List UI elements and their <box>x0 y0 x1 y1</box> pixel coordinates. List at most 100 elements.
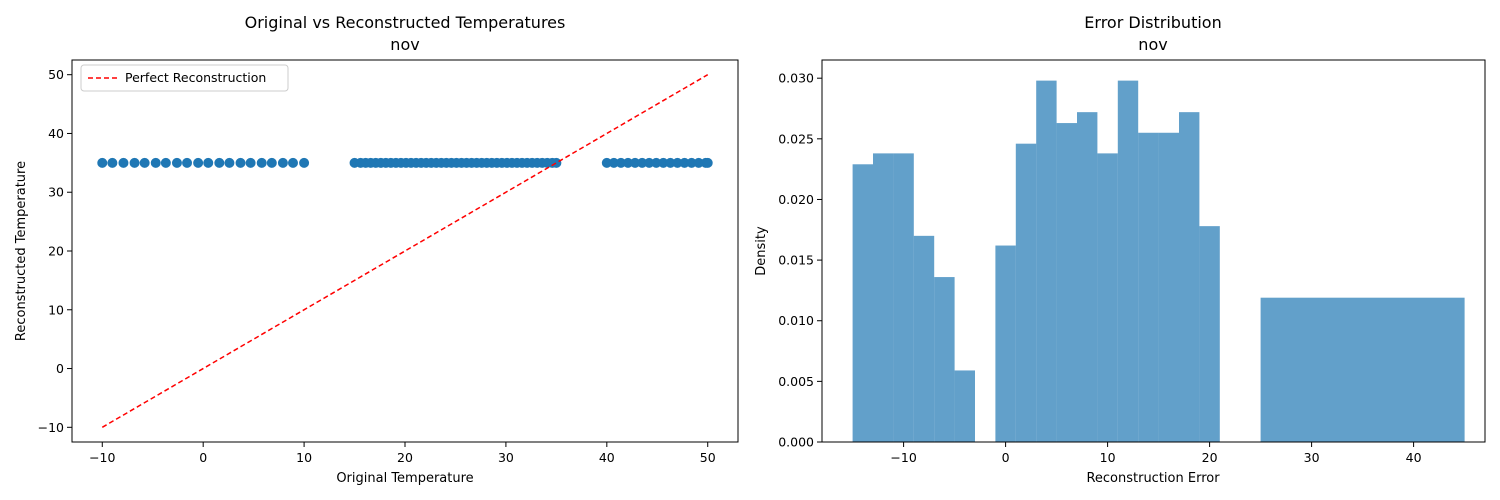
scatter-point <box>277 157 288 168</box>
histogram-bar <box>954 370 975 442</box>
x-tick-label: 10 <box>1100 450 1116 465</box>
scatter-plot-area <box>97 74 713 428</box>
y-tick-label: 0.015 <box>778 253 814 268</box>
x-tick-label: 50 <box>700 450 716 465</box>
histogram-subtitle: nov <box>1138 35 1167 54</box>
scatter-y-label: Reconstructed Temperature <box>14 161 29 341</box>
histogram-bar <box>1097 153 1118 442</box>
scatter-point <box>193 157 204 168</box>
y-tick-label: 0.000 <box>778 435 814 450</box>
x-tick-label: 10 <box>296 450 312 465</box>
y-tick-label: 40 <box>48 126 64 141</box>
scatter-point <box>203 157 214 168</box>
scatter-point <box>107 157 118 168</box>
scatter-point <box>665 157 676 168</box>
legend-box <box>80 64 289 92</box>
histogram-bar <box>1260 297 1465 442</box>
scatter-point <box>118 157 129 168</box>
histogram-bar <box>1138 132 1159 442</box>
scatter-point <box>702 157 713 168</box>
scatter-point <box>686 157 697 168</box>
scatter-point <box>672 157 683 168</box>
y-tick-label: −10 <box>38 420 64 435</box>
scatter-title: Original vs Reconstructed Temperatures <box>245 13 566 32</box>
scatter-x-label: Original Temperature <box>336 471 473 486</box>
scatter-point <box>97 157 108 168</box>
y-tick-label: 20 <box>48 244 64 259</box>
histogram-bar <box>995 245 1016 442</box>
scatter-legend: Perfect Reconstruction <box>80 64 289 92</box>
scatter-point <box>601 157 612 168</box>
y-tick-label: 0.020 <box>778 192 814 207</box>
histogram-bar <box>913 235 935 442</box>
histogram-y-ticks: 0.000 0.005 0.010 0.015 0.020 0.025 0.030 <box>778 71 822 450</box>
histogram-title: Error Distribution <box>1084 13 1221 32</box>
histogram-x-label: Reconstruction Error <box>1086 471 1220 486</box>
scatter-point <box>266 157 277 168</box>
x-tick-label: −10 <box>890 450 916 465</box>
scatter-point <box>287 157 298 168</box>
scatter-point <box>129 157 140 168</box>
histogram-bar <box>1158 132 1179 442</box>
x-tick-label: 40 <box>1406 450 1422 465</box>
scatter-point <box>608 157 619 168</box>
scatter-point <box>256 157 267 168</box>
histogram-panel: Error Distribution nov −10 0 10 20 30 40 0.00… <box>754 13 1486 486</box>
histogram-bar <box>873 153 894 442</box>
y-tick-label: 10 <box>48 302 64 317</box>
histogram-bar <box>1117 80 1139 443</box>
scatter-panel: Original vs Reconstructed Temperatures n… <box>14 13 739 486</box>
x-tick-label: 20 <box>1202 450 1218 465</box>
scatter-subtitle: nov <box>390 35 419 54</box>
scatter-point <box>139 157 150 168</box>
scatter-point <box>224 157 235 168</box>
histogram-bar <box>1199 226 1220 442</box>
y-tick-label: 0.030 <box>778 71 814 86</box>
histogram-bar <box>1056 123 1077 442</box>
scatter-point <box>214 157 225 168</box>
x-tick-label: 30 <box>1304 450 1320 465</box>
x-tick-label: −10 <box>89 450 115 465</box>
scatter-point <box>630 157 641 168</box>
perfect-reconstruction-line <box>101 74 709 428</box>
scatter-point <box>615 157 626 168</box>
histogram-bar <box>934 277 955 442</box>
scatter-point <box>551 157 562 168</box>
y-tick-label: 0.010 <box>778 313 814 328</box>
scatter-point <box>693 157 704 168</box>
scatter-point <box>679 157 690 168</box>
scatter-point <box>160 157 171 168</box>
histogram-bar <box>1077 112 1098 443</box>
scatter-point <box>637 157 648 168</box>
scatter-point <box>651 157 662 168</box>
histogram-bar <box>852 164 873 443</box>
y-tick-label: 0.005 <box>778 374 814 389</box>
y-tick-label: 0.025 <box>778 131 814 146</box>
scatter-point <box>644 157 655 168</box>
x-tick-label: 30 <box>498 450 514 465</box>
scatter-point <box>182 157 193 168</box>
scatter-point <box>299 157 310 168</box>
legend-label: Perfect Reconstruction <box>125 70 266 85</box>
histogram-bar <box>1179 112 1200 443</box>
histogram-y-label: Density <box>754 226 769 276</box>
scatter-point <box>235 157 246 168</box>
histogram-axes-frame <box>821 59 1486 443</box>
scatter-point <box>245 157 256 168</box>
x-tick-label: 20 <box>397 450 413 465</box>
x-tick-label: 40 <box>599 450 615 465</box>
y-tick-label: 0 <box>56 361 64 376</box>
scatter-point <box>171 157 182 168</box>
scatter-y-ticks: −10 0 10 20 30 40 50 <box>38 67 72 435</box>
histogram-x-ticks: −10 0 10 20 30 40 <box>890 442 1422 465</box>
histogram-bar <box>1015 143 1037 442</box>
scatter-point <box>658 157 669 168</box>
x-tick-label: 0 <box>199 450 207 465</box>
scatter-x-ticks: −10 0 10 20 30 40 50 <box>89 442 716 465</box>
y-tick-label: 50 <box>48 67 64 82</box>
y-tick-label: 30 <box>48 185 64 200</box>
histogram-bar <box>893 153 914 442</box>
scatter-point <box>150 157 161 168</box>
histogram-bar <box>1036 80 1057 443</box>
